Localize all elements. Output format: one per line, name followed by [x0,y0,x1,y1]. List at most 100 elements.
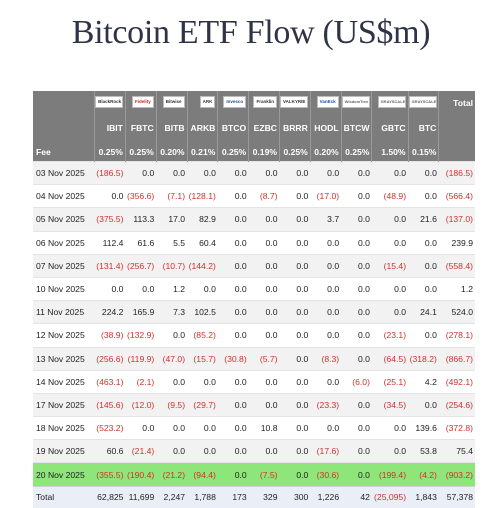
flow-cell: (8.3) [310,346,342,371]
etf-flow-table: BlackRock Fidelity Bitwise ARK Invesco F… [33,91,475,508]
flow-cell: 0.0 [371,416,409,440]
flow-cell: 0.0 [310,253,342,278]
row-total-cell: (186.5) [438,160,475,185]
flow-cell: (186.5) [94,160,126,185]
flow-cell: (23.3) [310,392,342,417]
flow-cell: 3.7 [310,207,342,232]
flow-cell: 112.4 [94,230,126,255]
flow-cell: (5.7) [248,346,280,371]
flow-cell: 60.6 [94,439,126,463]
flow-cell: (17.0) [310,184,342,208]
total-cell: 11,699 [125,485,157,508]
ticker-header: HODL [309,114,342,142]
fee-value: 1.50% [371,142,409,162]
row-total-cell: (558.4) [438,253,475,278]
flow-cell: 0.0 [248,392,280,417]
flow-cell: 0.0 [341,207,372,232]
ticker-row: IBIT FBTC BITB ARKB BTCO EZBC BRRR HODL … [33,114,475,142]
flow-cell: 0.0 [341,323,372,347]
flow-cell: (23.1) [371,323,409,347]
flow-cell: (132.9) [125,323,157,347]
flow-cell: 0.0 [408,253,439,278]
flow-cell: 0.0 [279,346,311,371]
row-date: 18 Nov 2025 [33,416,95,440]
fee-value: 0.25% [279,142,311,162]
issuer-logo: Invesco [223,95,247,108]
flow-cell: 0.0 [279,392,311,417]
flow-cell: 0.0 [341,346,372,371]
flow-cell: 0.0 [310,300,342,324]
flow-cell: (6.0) [341,369,372,394]
row-total-cell: 1.2 [438,276,475,301]
flow-cell: 0.0 [248,230,280,255]
table-row: 14 Nov 2025 (463.1) (2.1) 0.0 0.0 0.0 0.0 0.0 0.… [33,369,475,394]
fee-label: Fee [33,142,95,162]
flow-cell: 0.0 [217,369,249,394]
flow-cell: 0.0 [217,300,249,324]
issuer-logo: VALKYRIE [280,95,308,108]
flow-cell: (4.2) [408,462,439,487]
flow-cell: 102.5 [187,300,218,324]
flow-cell: (21.2) [156,462,188,487]
fee-value: 0.19% [248,142,280,162]
flow-cell: 0.0 [341,392,372,417]
flow-cell: (7.1) [156,184,188,208]
flow-cell: (256.7) [125,253,157,278]
row-date: 14 Nov 2025 [33,369,95,394]
flow-cell: 224.2 [94,300,126,324]
flow-cell: (30.6) [310,462,342,487]
flow-cell: (29.7) [187,392,218,417]
flow-cell: (12.0) [125,392,157,417]
flow-cell: 21.6 [408,207,439,232]
logo-cell: Invesco [217,91,249,114]
logo-row: BlackRock Fidelity Bitwise ARK Invesco F… [33,91,475,114]
flow-cell: 0.0 [248,439,280,463]
ticker-header-blank [33,114,95,142]
logo-cell: GRAYSCALE [407,91,439,114]
flow-cell: (7.5) [248,462,280,487]
ticker-header: IBIT [94,114,126,142]
total-cell: (25,095) [371,485,409,508]
table-row: 13 Nov 2025 (256.6) (119.9) (47.0) (15.7) (30… [33,346,475,371]
flow-cell: (94.4) [187,462,218,487]
flow-cell: 0.0 [217,184,249,208]
logo-cell: GRAYSCALE [371,91,409,114]
flow-cell: 0.0 [248,276,280,301]
flow-cell: 0.0 [408,230,439,255]
flow-cell: 0.0 [341,184,372,208]
flow-cell: 0.0 [341,276,372,301]
flow-cell: (356.6) [125,184,157,208]
flow-cell: 139.6 [408,416,439,440]
ticker-header: ARKB [186,114,218,142]
flow-cell: 0.0 [248,160,280,185]
flow-cell: 0.0 [94,276,126,301]
flow-cell: (38.9) [94,323,126,347]
total-cell: 1,843 [408,485,439,508]
flow-cell: 24.1 [408,300,439,324]
ticker-header: BTCO [217,114,249,142]
flow-cell: 0.0 [217,439,249,463]
flow-cell: 0.0 [310,160,342,185]
ticker-header: BRRR [279,114,311,142]
fee-total-blank [438,142,475,162]
issuer-logo: Franklin [253,95,277,108]
flow-cell: 0.0 [125,160,157,185]
issuer-logo: VanEck [316,95,339,108]
flow-cell: 82.9 [187,207,218,232]
flow-cell: (15.4) [371,253,409,278]
row-date: 10 Nov 2025 [33,276,95,301]
flow-cell: (47.0) [156,346,188,371]
flow-cell: 0.0 [279,184,311,208]
issuer-logo: GRAYSCALE [409,95,437,108]
flow-cell: 0.0 [341,253,372,278]
flow-cell: 0.0 [187,276,218,301]
row-date: 06 Nov 2025 [33,230,95,255]
ticker-header-blank [438,114,475,142]
ticker-header: BITB [155,114,188,142]
flow-cell: 0.0 [217,416,249,440]
ticker-header: BTCW [340,114,372,142]
flow-cell: (10.7) [156,253,188,278]
total-cell: 2,247 [156,485,188,508]
flow-cell: 0.0 [248,323,280,347]
row-date: 17 Nov 2025 [33,392,95,417]
